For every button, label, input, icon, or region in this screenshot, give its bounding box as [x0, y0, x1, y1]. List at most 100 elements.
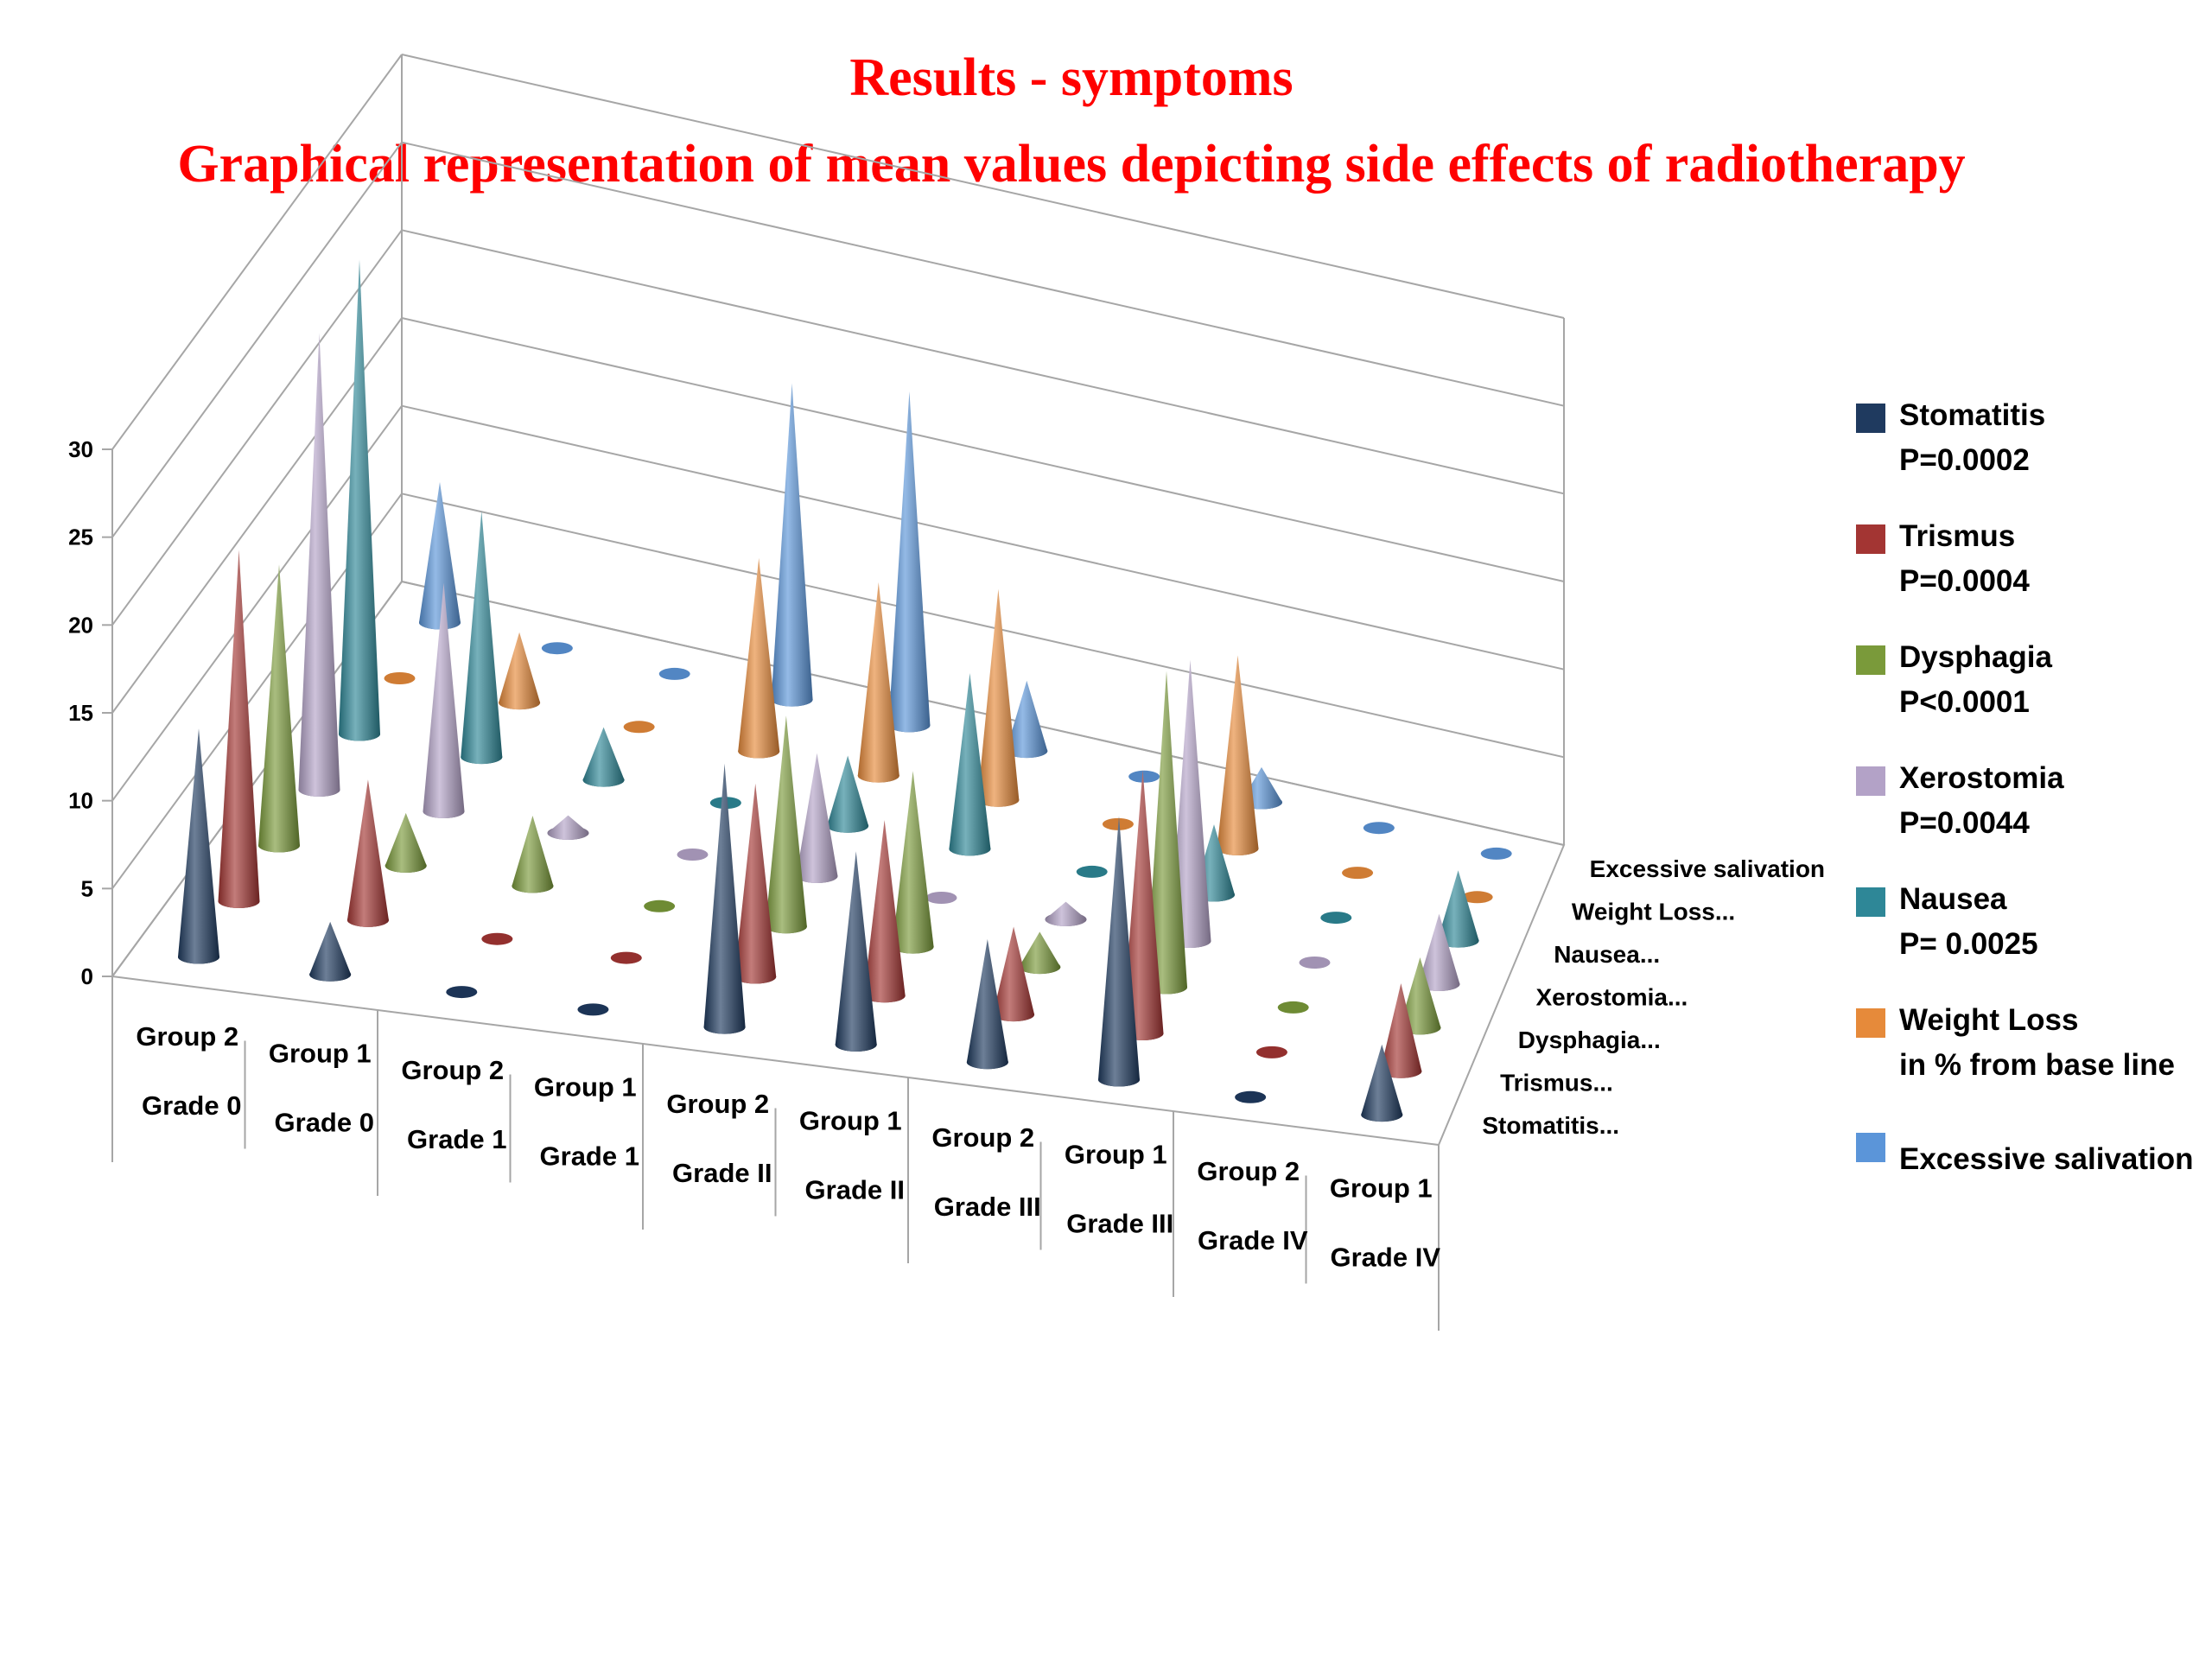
cone-5-8 — [1342, 867, 1374, 880]
legend-item: Nausea P= 0.0025 — [1849, 877, 2212, 967]
category-group-label: Group 2 — [1197, 1156, 1300, 1186]
y-tick-label: 0 — [81, 963, 93, 989]
cone-4-2 — [582, 727, 625, 787]
gridline-back — [401, 54, 1565, 319]
legend-p-value: P=0.0004 — [1899, 564, 2030, 598]
depth-label: Weight Loss... — [1572, 898, 1735, 925]
y-tick-label: 25 — [68, 524, 93, 550]
category-group-label: Group 1 — [269, 1038, 372, 1068]
legend-swatch — [1856, 524, 1885, 554]
cone-6-0 — [419, 481, 461, 630]
cone-1-3 — [610, 951, 642, 964]
cone-6-9 — [1480, 847, 1512, 860]
cone-1-0 — [218, 550, 260, 908]
category-grade-label: Grade 1 — [407, 1124, 506, 1154]
gridline-back — [401, 317, 1565, 582]
legend-series-name: Trismus — [1899, 519, 2016, 553]
y-tick-label: 20 — [68, 612, 93, 638]
cone-0-3 — [577, 1003, 609, 1016]
gridline-back — [401, 581, 1565, 846]
legend-p-value: in % from base line — [1899, 1048, 2175, 1082]
gridline-left — [111, 142, 403, 538]
cone-1-4 — [734, 783, 777, 984]
cone-2-0 — [258, 564, 300, 853]
legend-swatch — [1856, 766, 1885, 796]
category-group-label: Group 2 — [931, 1122, 1034, 1153]
gridline-left — [111, 229, 403, 626]
y-tick-label: 15 — [68, 700, 93, 726]
category-group-label: Group 1 — [1065, 1139, 1167, 1169]
category-grade-label: Grade IV — [1198, 1225, 1308, 1255]
cone-0-6 — [966, 938, 1008, 1070]
y-tick-label: 30 — [68, 436, 93, 462]
cone-2-6 — [1019, 931, 1061, 975]
legend-swatch — [1856, 404, 1885, 433]
cone-0-5 — [835, 851, 877, 1052]
cone-4-4 — [827, 755, 869, 833]
cone-2-8 — [1277, 1001, 1309, 1014]
category-grade-label: Grade 1 — [540, 1141, 639, 1171]
category-group-label: Group 2 — [401, 1055, 504, 1085]
cone-5-1 — [499, 632, 541, 710]
cone-2-5 — [892, 771, 934, 954]
y-tick-label: 5 — [81, 875, 93, 901]
legend: Stomatitis P=0.0002 Trismus P=0.0004 Dysphag… — [1849, 393, 2212, 1228]
cone-6-6 — [1128, 770, 1160, 783]
gridline-back — [401, 229, 1565, 495]
cone-6-3 — [771, 383, 813, 707]
gridline-left — [111, 317, 403, 714]
category-group-label: Group 2 — [136, 1021, 238, 1052]
legend-item: Xerostomia P=0.0044 — [1849, 756, 2212, 846]
cone-4-6 — [1076, 865, 1108, 878]
cone-0-1 — [309, 921, 352, 982]
cone-5-6 — [1102, 817, 1134, 830]
cone-1-6 — [993, 926, 1035, 1022]
cone-0-2 — [446, 986, 478, 999]
cone-5-2 — [623, 721, 655, 734]
depth-label: Excessive salivation — [1590, 855, 1825, 882]
cone-2-1 — [385, 812, 427, 873]
cone-5-7 — [1217, 655, 1259, 855]
cone-4-0 — [339, 259, 380, 741]
depth-label: Trismus... — [1500, 1070, 1613, 1096]
cone-6-1 — [541, 642, 573, 655]
category-grade-label: Grade III — [934, 1192, 1041, 1222]
depth-label: Xerostomia... — [1536, 984, 1688, 1011]
legend-swatch — [1856, 645, 1885, 675]
legend-item: Stomatitis P=0.0002 — [1849, 393, 2212, 483]
category-grade-label: Grade III — [1066, 1208, 1173, 1238]
cone-1-7 — [1122, 770, 1164, 1040]
category-group-label: Group 1 — [1330, 1173, 1433, 1203]
legend-item: Excessive salivation — [1849, 1122, 2212, 1197]
category-group-label: Group 2 — [666, 1089, 769, 1119]
legend-p-value: P<0.0001 — [1899, 685, 2030, 719]
cone-5-3 — [738, 557, 780, 759]
cone-3-6 — [1045, 901, 1087, 926]
legend-item: Weight Loss in % from base line — [1849, 998, 2212, 1088]
cone-3-2 — [547, 815, 589, 840]
cone-0-8 — [1235, 1090, 1267, 1103]
category-grade-label: Grade II — [805, 1174, 905, 1205]
cone-1-5 — [863, 819, 906, 1003]
cone-3-5 — [925, 892, 957, 904]
cone-2-3 — [644, 899, 676, 912]
cone-6-5 — [1006, 680, 1048, 759]
cone-1-9 — [1380, 983, 1422, 1078]
cone-4-8 — [1320, 912, 1352, 925]
cone-4-1 — [461, 511, 503, 765]
category-grade-label: Grade 0 — [142, 1090, 241, 1121]
legend-swatch — [1856, 1008, 1885, 1038]
legend-p-value: P= 0.0025 — [1899, 927, 2038, 961]
cone-3-0 — [298, 333, 340, 797]
cone-4-9 — [1437, 870, 1479, 948]
cone-1-1 — [346, 779, 389, 927]
legend-swatch — [1856, 887, 1885, 917]
gridline-back — [401, 141, 1565, 407]
depth-axis-labels: Stomatitis... Trismus... Dysphagia... Xeros… — [1482, 855, 1825, 1139]
title-block: Results - symptoms Graphical representat… — [0, 35, 2143, 207]
cone-2-7 — [1146, 671, 1187, 995]
category-grade-label: Grade IV — [1331, 1242, 1441, 1272]
depth-label: Dysphagia... — [1518, 1027, 1661, 1053]
cone-3-4 — [796, 753, 838, 883]
category-group-label: Group 1 — [534, 1071, 637, 1102]
